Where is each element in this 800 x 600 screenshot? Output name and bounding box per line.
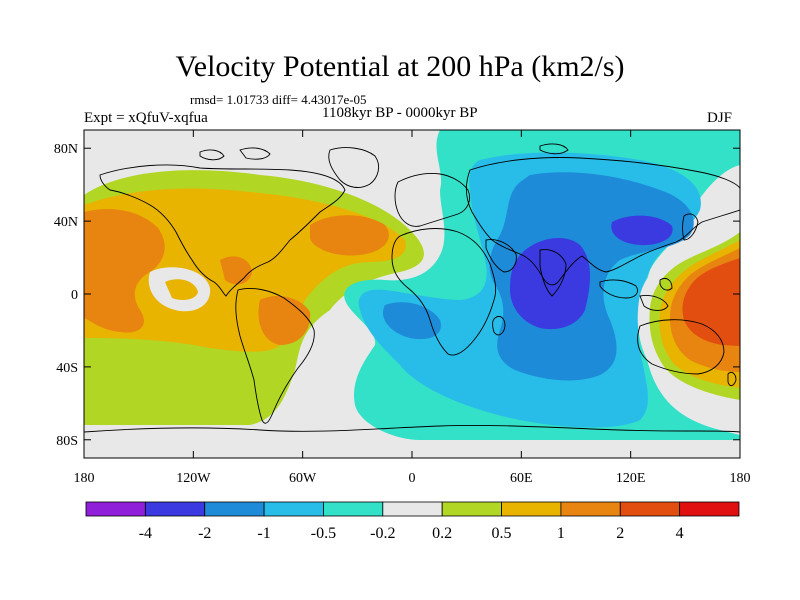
coastlines xyxy=(84,143,740,433)
colorbar-swatch xyxy=(560,501,621,517)
colorbar-swatch xyxy=(382,501,443,517)
colorbar-label: 2 xyxy=(616,525,624,542)
lon-tick-label: 120W xyxy=(176,471,211,486)
colorbar-label: 0.2 xyxy=(432,525,452,542)
lat-tick-label: 40N xyxy=(54,215,78,230)
colorbar-swatch xyxy=(501,501,562,517)
latitude-axis: 80N 40N 0 40S 80S xyxy=(54,142,740,449)
colorbar-swatch xyxy=(263,501,324,517)
positive-anomaly-west xyxy=(84,170,740,458)
period-label: 1108kyr BP - 0000kyr BP xyxy=(322,105,478,121)
lat-tick-label: 80N xyxy=(54,142,78,157)
colorbar-label: 4 xyxy=(676,525,684,542)
colorbar-label: 0.5 xyxy=(492,525,512,542)
colorbar-label: -0.5 xyxy=(311,525,336,542)
lon-tick-label: 180 xyxy=(74,471,95,486)
longitude-axis: 180 120W 60W 0 60E 120E 180 xyxy=(74,130,751,486)
lon-tick-label: 0 xyxy=(409,471,416,486)
colorbar-swatch xyxy=(619,501,681,517)
colorbar-label: 1 xyxy=(557,525,565,542)
colorbar-swatch xyxy=(85,501,146,517)
lat-tick-label: 0 xyxy=(71,288,78,303)
negative-anomaly-indian-ocean xyxy=(344,130,740,440)
colorbar-label: -1 xyxy=(257,525,270,542)
lon-tick-label: 60W xyxy=(289,471,317,486)
positive-anomaly-west-pacific xyxy=(637,225,740,410)
colorbar-swatch xyxy=(144,501,206,517)
season-label: DJF xyxy=(707,110,733,126)
lat-tick-label: 40S xyxy=(56,361,78,376)
lon-tick-label: 120E xyxy=(616,471,646,486)
colorbar-swatch xyxy=(679,501,740,517)
lat-tick-label: 80S xyxy=(56,434,78,449)
experiment-label: Expt = xQfuV-xqfua xyxy=(84,110,208,126)
lon-tick-label: 60E xyxy=(510,471,533,486)
lon-tick-label: 180 xyxy=(730,471,751,486)
colorbar-swatch xyxy=(204,501,265,517)
colorbar-label: -2 xyxy=(198,525,211,542)
colorbar-swatch xyxy=(323,501,384,517)
colorbar: -4 -2 -1 -0.5 -0.2 0.2 0.5 1 2 4 xyxy=(85,501,740,542)
colorbar-label: -4 xyxy=(139,525,152,542)
stats-label: rmsd= 1.01733 diff= 4.43017e-05 xyxy=(190,92,367,107)
colorbar-swatch xyxy=(441,501,502,517)
contour-fill-field xyxy=(84,130,740,458)
map-title: Velocity Potential at 200 hPa (km2/s) xyxy=(175,50,625,83)
colorbar-label: -0.2 xyxy=(370,525,395,542)
